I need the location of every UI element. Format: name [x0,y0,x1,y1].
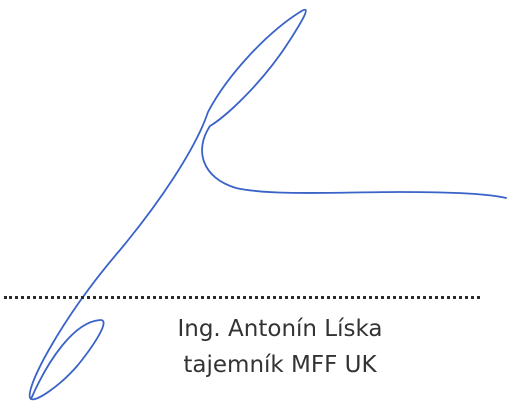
signature-line [4,296,480,299]
signatory-name: Ing. Antonín Líska [177,316,383,342]
signatory-title: tajemník MFF UK [183,352,377,378]
signature-stroke [28,9,507,401]
